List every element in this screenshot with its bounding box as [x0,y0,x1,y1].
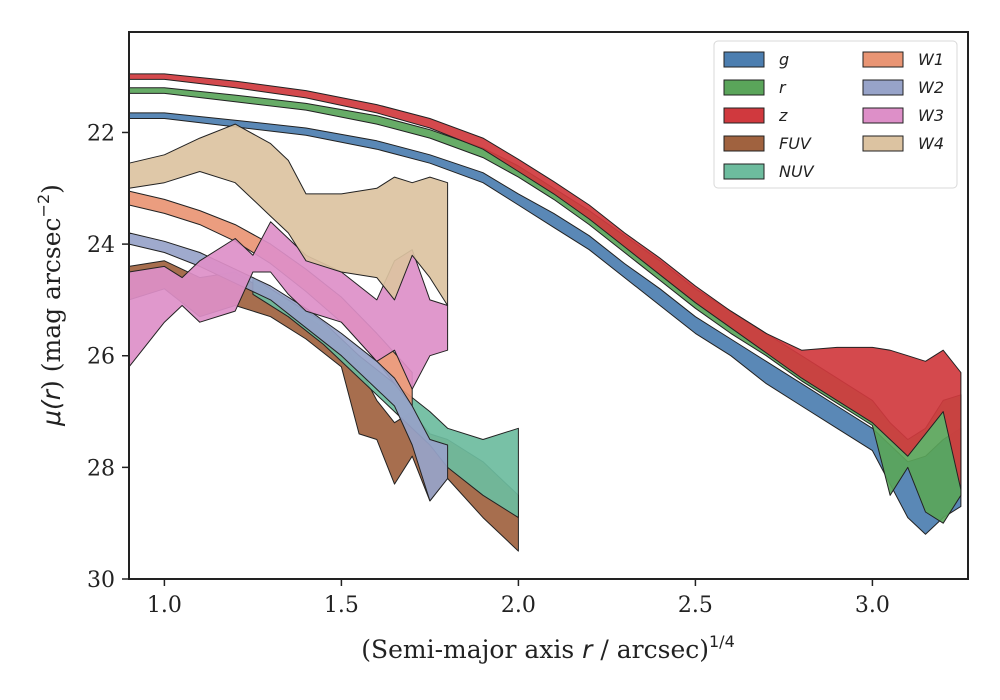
legend-label-nuv: NUV [779,162,815,181]
y-tick-label: 28 [87,456,115,481]
legend: grz FUV NUV W1 W2 W3 W4 [713,40,958,189]
y-axis-label-sup: −2 [34,194,53,218]
legend-label-fuv: FUV [779,134,812,153]
y-axis-label-suffix: ) (mag arcsec [37,217,66,390]
x-tick-label: 1.5 [324,593,359,618]
x-axis-label-var: r [582,635,594,664]
y-tick-label: 22 [87,121,115,146]
x-axis-label-sup: 1/4 [709,632,735,651]
y-axis-label: μ(r) (mag arcsec−2) [34,184,66,427]
y-tick-label: 30 [87,568,115,593]
legend-swatch-w1 [862,51,904,68]
band-w3 [128,221,449,390]
legend-label-g: g [779,50,789,69]
x-tick-label: 3.0 [855,593,890,618]
y-tick-label: 26 [87,345,115,370]
plot-frame [128,31,969,580]
legend-swatch-fuv [723,135,765,152]
legend-swatch-z [723,107,765,124]
legend-label-w2: W2 [918,78,944,97]
x-tick-label: 2.5 [678,593,713,618]
x-axis-label-suffix: / arcsec) [592,635,709,664]
x-axis-ticks: 1.0 1.5 2.0 2.5 3.0 [147,579,890,618]
y-axis-label-prefix: μ( [37,399,66,427]
y-axis-ticks: 22 24 26 28 30 [87,121,129,593]
legend-swatch-w3 [862,107,904,124]
x-tick-label: 2.0 [501,593,536,618]
x-axis-label-prefix: (Semi-major axis [361,635,582,664]
legend-label-w1: W1 [918,50,944,69]
y-axis-label-close: ) [37,184,66,194]
band-w4 [128,123,449,306]
legend-label-r: r [779,78,787,97]
legend-swatch-w4 [862,135,904,152]
y-tick-label: 24 [87,233,115,258]
legend-label-z: z [778,106,788,125]
legend-swatch-r [723,79,765,96]
x-axis-label: (Semi-major axis r / arcsec)1/4 [361,632,735,664]
legend-label-w3: W3 [918,106,944,125]
legend-swatch-w2 [862,79,904,96]
band-z [128,73,962,491]
legend-swatch-nuv [723,163,765,180]
series-bands [128,73,962,552]
legend-swatch-g [723,51,765,68]
x-tick-label: 1.0 [147,593,182,618]
legend-label-w4: W4 [918,134,944,153]
band-g [128,112,962,535]
y-axis-label-var: r [37,388,66,400]
